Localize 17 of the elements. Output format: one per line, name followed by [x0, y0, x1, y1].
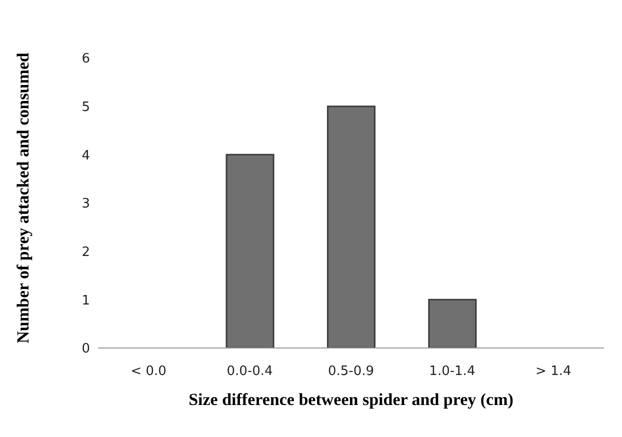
- x-tick-label: > 1.4: [536, 364, 572, 380]
- y-axis-title: Number of prey attacked and consumed: [13, 52, 33, 344]
- x-tick-label: < 0.0: [130, 364, 166, 380]
- y-tick-label: 6: [82, 52, 90, 67]
- y-tick-label: 0: [82, 342, 90, 357]
- y-tick-label: 2: [82, 244, 90, 260]
- y-tick-label: 3: [82, 196, 90, 212]
- bar: [226, 154, 274, 348]
- bar: [428, 298, 477, 348]
- x-axis-title: Size difference between spider and prey (cm): [188, 390, 514, 410]
- x-tick-label: 0.0-0.4: [226, 364, 273, 380]
- x-tick-label: 1.0-1.4: [429, 364, 476, 380]
- y-tick-label: 5: [82, 100, 90, 115]
- y-tick-label: 4: [82, 148, 90, 164]
- y-tick-label: 1: [82, 293, 90, 308]
- bar: [326, 106, 376, 348]
- x-tick-label: 0.5-0.9: [328, 364, 374, 380]
